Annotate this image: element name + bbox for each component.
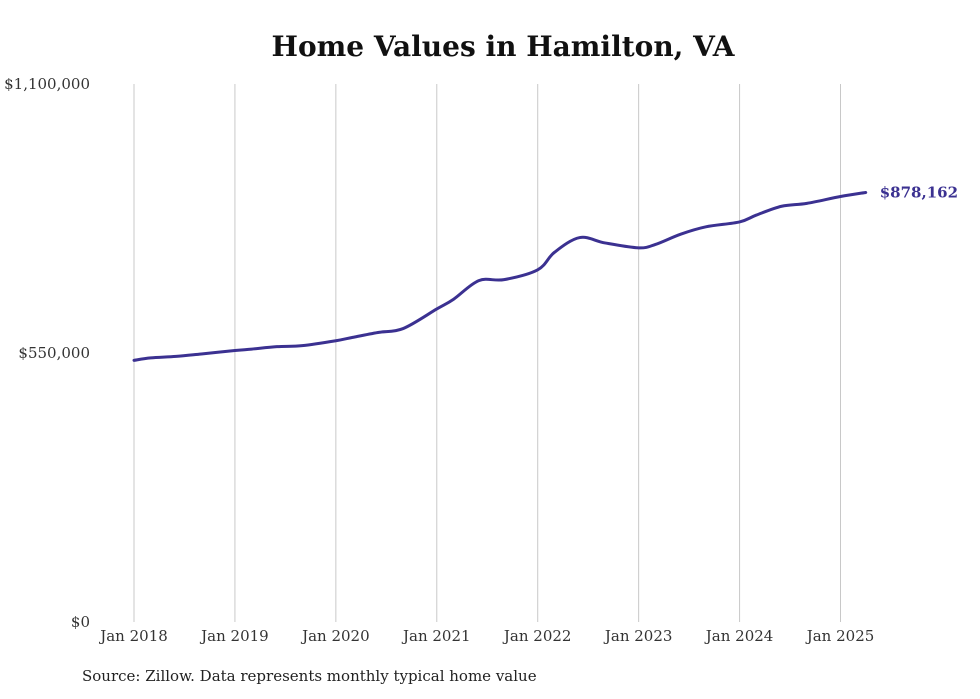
- x-tick-label: Jan 2021: [401, 627, 471, 645]
- x-tick-label: Jan 2019: [199, 627, 269, 645]
- series-line: [132, 191, 868, 362]
- grid-lines: [133, 84, 841, 622]
- x-tick-label: Jan 2025: [805, 627, 875, 645]
- end-value-label: $878,162: [880, 183, 958, 201]
- source-note: Source: Zillow. Data represents monthly …: [82, 667, 537, 685]
- x-tick-label: Jan 2022: [502, 627, 572, 645]
- chart-title: Home Values in Hamilton, VA: [271, 30, 735, 63]
- y-tick-label: $0: [71, 613, 90, 631]
- x-tick-label: Jan 2018: [98, 627, 168, 645]
- y-tick-label: $550,000: [18, 344, 90, 362]
- x-tick-label: Jan 2020: [300, 627, 370, 645]
- y-tick-label: $1,100,000: [4, 75, 90, 93]
- x-tick-label: Jan 2023: [603, 627, 673, 645]
- x-tick-label: Jan 2024: [704, 627, 774, 645]
- axis-labels: Jan 2018 Jan 2019 Jan 2020 Jan 2021 Jan 2022…: [4, 75, 874, 645]
- series-layer: $878,162: [132, 183, 958, 362]
